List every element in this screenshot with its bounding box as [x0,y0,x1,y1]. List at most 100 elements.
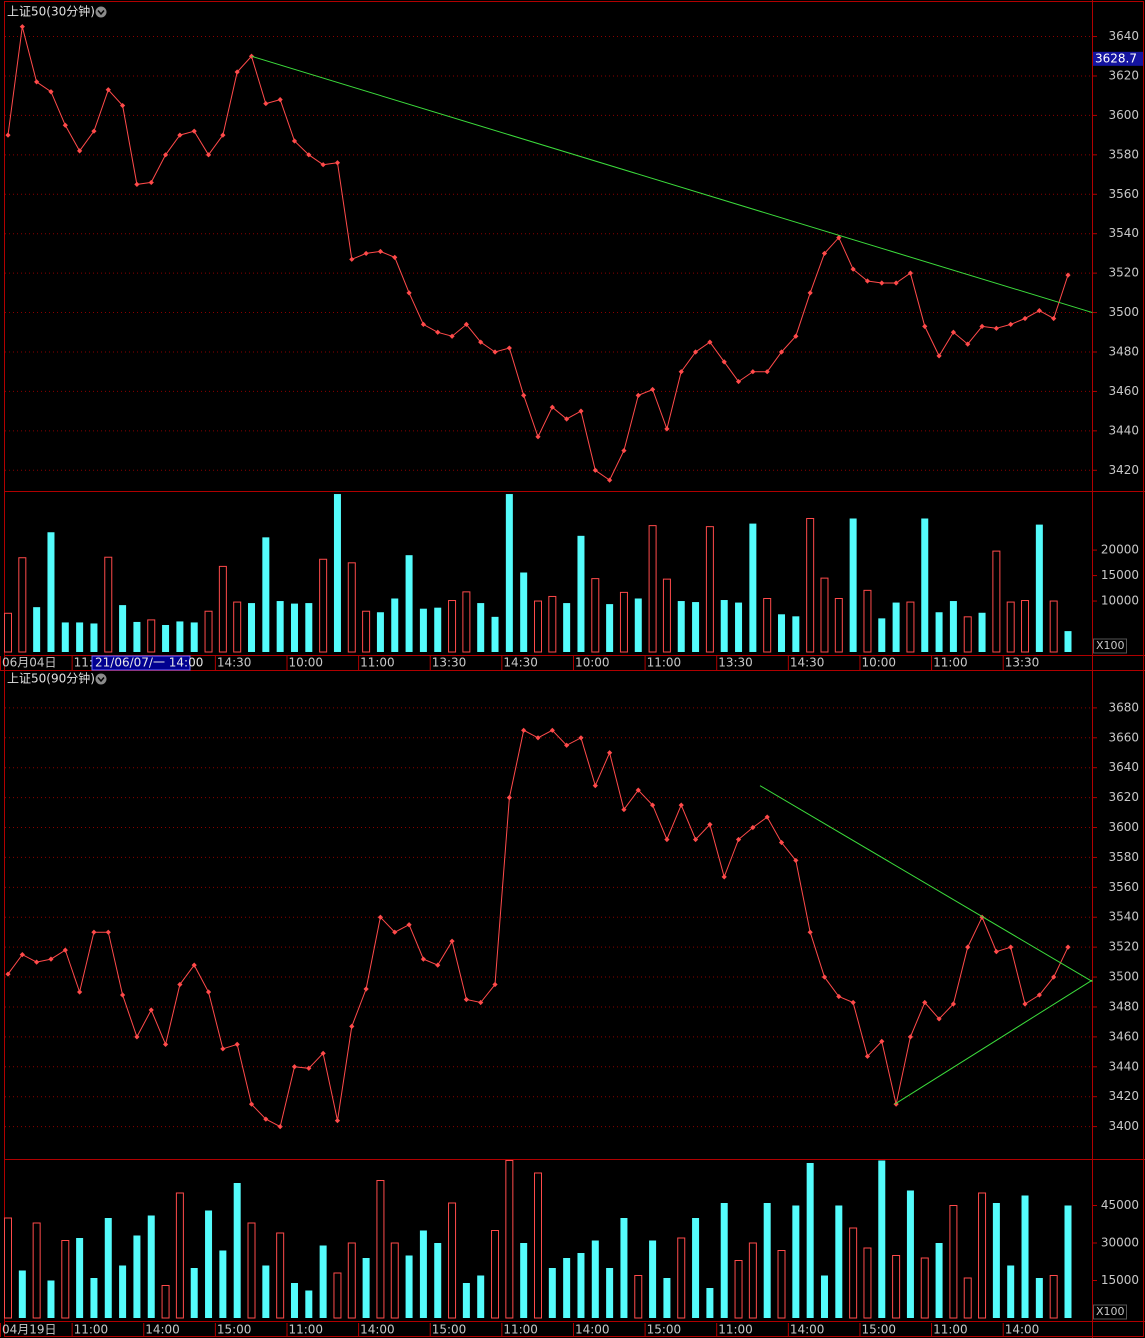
price-point [979,914,985,920]
y-tick-label: 20000 [1101,543,1139,557]
volume-bar [520,572,528,652]
volume-bar [33,607,41,652]
y-tick-label: 15000 [1101,568,1139,582]
volume-bar [362,1258,370,1318]
x-tick-label: 11:00 [933,1323,968,1337]
price-point [105,87,111,93]
price-point [162,1041,169,1047]
volume-bar [233,601,242,653]
y-tick-label: 3560 [1108,880,1139,894]
price-point [764,814,770,820]
price-point [220,132,226,138]
volume-bar [448,600,457,653]
unit-label: X100 [1096,639,1125,652]
price-point [578,408,584,414]
volume-bar [104,556,113,653]
price-point [950,329,957,335]
price-point [492,981,498,988]
price-point [965,944,971,950]
y-tick-label: 10000 [1101,594,1139,608]
price-point [564,742,570,748]
price-point [879,1038,885,1044]
y-tick-label: 3660 [1108,730,1139,744]
price-point [549,404,555,410]
price-point [420,956,427,962]
y-tick-label: 3560 [1108,187,1139,201]
y-tick-label: 3540 [1108,226,1139,240]
volume-bar [520,1243,528,1318]
volume-bar [248,603,256,652]
price-point [478,339,484,345]
volume-bar [333,1272,342,1319]
y-tick-label: 30000 [1101,1236,1139,1250]
price-point [377,248,384,255]
volume-bar [434,607,442,652]
volume-bar [849,518,857,652]
price-point [162,152,169,158]
volume-bar [806,1163,814,1318]
y-tick-label: 3580 [1108,147,1139,161]
volume-bar [347,1242,356,1319]
price-point [277,97,283,103]
volume-bar [133,621,141,652]
volume-bar [935,612,943,652]
volume-bar [376,612,384,652]
volume-bar [606,1268,614,1318]
volume-bar [591,578,600,653]
price-point [478,999,484,1006]
volume-bar [477,603,485,652]
volume-bar [305,1290,313,1318]
x-tick-label: 14:00 [575,1323,610,1337]
price-point [750,369,756,375]
volume-bar [906,1190,914,1318]
price-point [950,1001,957,1007]
volume-bar [1049,600,1058,653]
x-tick-label: 11:00 [74,1323,109,1337]
price-point [750,824,756,831]
dropdown-icon[interactable] [95,673,107,685]
unit-box [1093,1304,1127,1320]
price-point [306,1065,312,1071]
dropdown-icon[interactable] [95,6,107,18]
price-point [5,971,11,977]
price-point [277,1123,283,1130]
volume-bar [863,589,872,653]
price-point [907,270,914,276]
volume-bar [247,1222,256,1319]
volume-bar [448,1202,457,1319]
volume-bar [735,602,743,652]
volume-bar [290,1283,298,1318]
price-point [134,1034,140,1040]
price-point [177,132,183,138]
price-point [234,69,240,75]
y-tick-label: 3500 [1108,970,1139,984]
price-point [392,929,398,935]
x-tick-label: 14:30 [217,656,252,670]
price-point [922,999,928,1006]
price-point [77,148,83,154]
price-point [879,280,885,286]
volume-bar [1021,600,1030,653]
volume-bar [4,1217,12,1319]
volume-bar [419,608,427,652]
y-tick-label: 3540 [1108,910,1139,924]
volume-bar [577,535,585,652]
volume-bar [863,1247,872,1319]
volume-bar [649,1240,657,1318]
volume-bar [162,624,170,652]
volume-bar [462,1283,470,1318]
price-point [864,1053,871,1059]
volume-bar [32,1222,41,1319]
volume-bar [619,591,628,653]
price-point [449,333,455,339]
volume-bar [391,598,399,652]
volume-bar [992,550,1001,653]
price-point [1022,315,1028,322]
volume-bar [677,601,685,652]
volume-bar [4,612,12,653]
y-tick-label: 3520 [1108,266,1139,280]
x-tick-label: 14:00 [145,1323,180,1337]
price-point [1051,974,1057,980]
price-point [678,802,684,808]
volume-bar [705,526,714,653]
